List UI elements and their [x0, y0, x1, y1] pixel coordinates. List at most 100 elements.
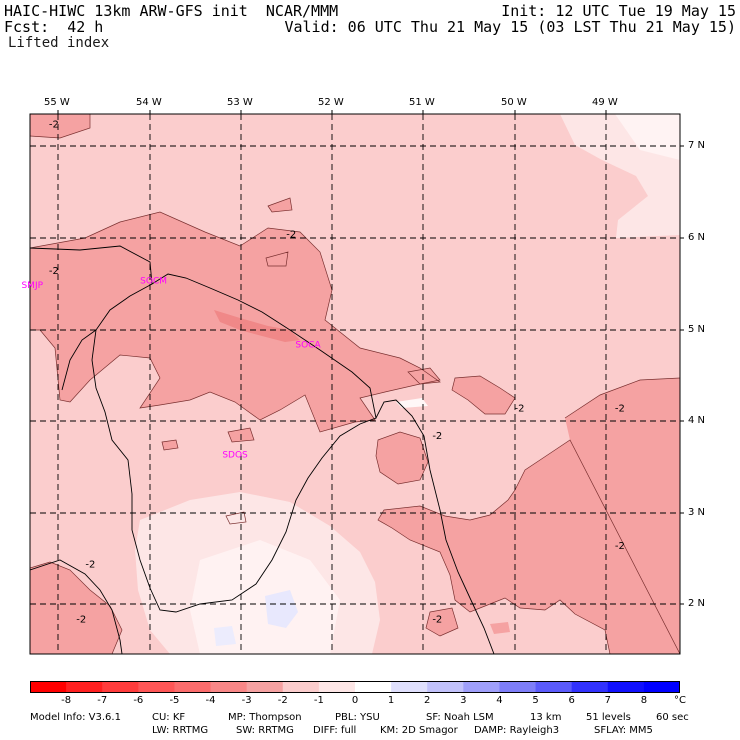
contour-label-7: -2: [615, 541, 625, 552]
footer-km: KM: 2D Smagor: [380, 725, 458, 736]
footer-lw: LW: RRTMG: [152, 725, 209, 736]
colorbar-label: 4: [496, 695, 503, 706]
colorbar: [30, 681, 680, 693]
colorbar-swatch-6: [246, 681, 284, 693]
colorbar-swatch-8: [318, 681, 356, 693]
lat-label-7n: 7 N: [688, 140, 706, 151]
colorbar-label: -5: [169, 695, 180, 706]
footer-model-info: Model Info: V3.6.1: [30, 712, 121, 723]
colorbar-label: -3: [241, 695, 252, 706]
li-region-near-zero-inland: [190, 540, 340, 654]
lat-label-2n: 2 N: [688, 598, 706, 609]
colorbar-label: -8: [61, 695, 72, 706]
colorbar-swatch-7: [282, 681, 320, 693]
colorbar-label: 5: [532, 695, 539, 706]
li-region-m3-core: [214, 310, 300, 342]
footer-mp: MP: Thompson: [228, 712, 302, 723]
colorbar-swatch-0: [30, 681, 67, 693]
li-cell-2: [266, 252, 288, 266]
li-cell-east-4: [490, 622, 510, 634]
li-cell-east-1: [452, 376, 515, 414]
contour-label-3: -2: [515, 404, 525, 415]
li-region-m2-nw: [30, 114, 90, 138]
colorbar-swatch-17: [643, 681, 680, 693]
station-label-sdos: SDOS: [222, 450, 248, 460]
lon-label-55w: 55 W: [44, 97, 70, 108]
contour-label-6: -2: [85, 559, 95, 570]
colorbar-swatch-11: [427, 681, 464, 693]
footer-diff: DIFF: full: [313, 725, 357, 736]
footer-sf: SF: Noah LSM: [426, 712, 494, 723]
contour-label-5: -2: [432, 431, 442, 442]
colorbar-swatch-5: [210, 681, 248, 693]
lat-label-6n: 6 N: [688, 232, 706, 243]
colorbar-label: -6: [133, 695, 144, 706]
footer-cu: CU: KF: [152, 712, 186, 723]
lon-ticks: [57, 110, 607, 114]
colorbar-swatch-9: [355, 681, 392, 693]
plot-frame: [29, 113, 681, 655]
coastlines-borders: [30, 245, 495, 654]
colorbar-swatch-14: [535, 681, 573, 693]
li-region-positive-2: [214, 626, 236, 646]
footer-sw: SW: RRTMG: [236, 725, 294, 736]
station-labels: SMJP SOCM SOCA SDOS: [21, 276, 321, 460]
colorbar-label: -2: [277, 695, 288, 706]
station-label-soca: SOCA: [295, 341, 321, 351]
lon-label-54w: 54 W: [136, 97, 162, 108]
colorbar-label: -4: [205, 695, 216, 706]
lat-ticks: [680, 145, 684, 605]
init-time: Init: 12 UTC Tue 19 May 15: [501, 2, 736, 20]
graticule: [30, 114, 680, 654]
lat-label-5n: 5 N: [688, 324, 706, 335]
station-label-smjp: SMJP: [21, 281, 43, 291]
li-cell-5: [162, 440, 178, 450]
colorbar-label: 7: [604, 695, 611, 706]
forecast-hour: Fcst: 42 h: [4, 18, 104, 36]
colorbar-label: 6: [568, 695, 575, 706]
station-label-socm: SOCM: [140, 276, 167, 286]
colorbar-label: 0: [351, 695, 359, 706]
li-region-positive-1: [265, 590, 298, 628]
colorbar-swatch-10: [391, 681, 428, 693]
colorbar-swatch-2: [102, 681, 139, 693]
contour-label-4: -2: [615, 404, 625, 415]
lon-label-49w: 49 W: [592, 97, 618, 108]
colorbar-swatch-15: [571, 681, 609, 693]
footer-damp: DAMP: Rayleigh3: [474, 725, 560, 736]
contour-labels: -2 -2 -2 -2 -2 -2 -2 -2 -2 -2: [49, 120, 625, 626]
li-cell-1: [268, 198, 292, 212]
colorbar-label: -7: [97, 695, 108, 706]
lon-label-52w: 52 W: [318, 97, 344, 108]
field-name: Lifted index: [8, 35, 110, 51]
contour-label-1: -2: [49, 266, 59, 277]
footer-pbl: PBL: YSU: [335, 712, 380, 723]
colorbar-frame: [30, 681, 680, 693]
lat-label-3n: 3 N: [688, 507, 706, 518]
colorbar-swatch-4: [174, 681, 212, 693]
colorbar-label: 3: [460, 695, 467, 706]
li-region-near-zero-ne2: [615, 114, 680, 160]
colorbar-swatch-3: [138, 681, 175, 693]
colorbar-unit: °C: [674, 695, 686, 706]
li-region-m2-east: [378, 378, 680, 654]
lon-label-50w: 50 W: [501, 97, 527, 108]
footer-levels: 51 levels: [586, 712, 631, 723]
li-cell-east-3: [426, 608, 458, 636]
colorbar-swatch-12: [463, 681, 500, 693]
colorbar-swatch-13: [499, 681, 537, 693]
colorbar-label: -1: [313, 695, 324, 706]
model-title: HAIC-HIWC 13km ARW-GFS init NCAR/MMM: [4, 2, 339, 20]
colorbar-label: 8: [640, 695, 648, 706]
li-region-m2-w: [30, 262, 60, 284]
lat-label-4n: 4 N: [688, 415, 706, 426]
footer-sflay: SFLAY: MM5: [594, 725, 653, 736]
lon-label-53w: 53 W: [227, 97, 253, 108]
li-region-m2-sw: [30, 562, 122, 654]
footer-timestep: 60 sec: [656, 712, 689, 723]
lon-label-51w: 51 W: [409, 97, 435, 108]
contour-label-9: -2: [432, 614, 442, 625]
contour-label-0: -2: [49, 120, 59, 131]
li-region-near-zero-coast: [396, 398, 428, 408]
